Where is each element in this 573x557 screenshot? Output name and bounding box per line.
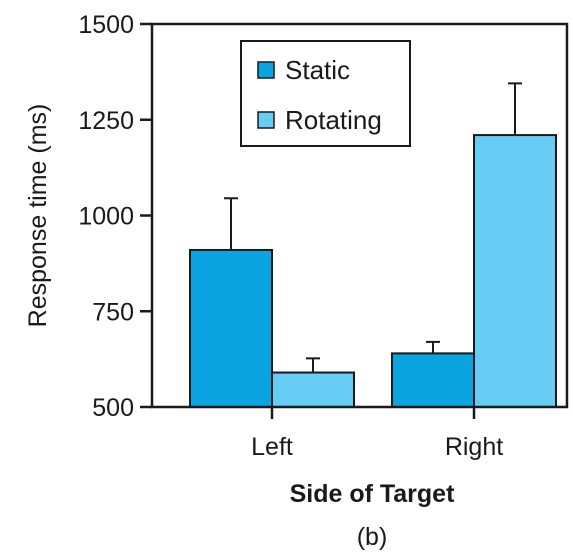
x-tick-label-right: Right bbox=[445, 433, 503, 461]
y-axis: 500 750 1000 1250 1500 bbox=[78, 11, 152, 422]
error-bars-layer bbox=[224, 82, 522, 373]
panel-label: (b) bbox=[357, 523, 388, 551]
bar-static-left bbox=[189, 248, 273, 408]
x-tick-label-left: Left bbox=[251, 433, 293, 461]
y-tick-label: 500 bbox=[92, 394, 134, 422]
bar-rotating-left bbox=[271, 371, 355, 408]
bars-layer bbox=[189, 134, 557, 409]
x-axis-title: Side of Target bbox=[290, 480, 456, 508]
legend-label-static: Static bbox=[285, 55, 350, 85]
y-axis-title: Response time (ms) bbox=[24, 104, 52, 328]
x-axis: Left Right bbox=[251, 407, 503, 461]
y-tick-label: 1000 bbox=[78, 203, 134, 231]
legend: Static Rotating bbox=[240, 40, 411, 147]
legend-box bbox=[240, 40, 411, 147]
legend-swatch-static bbox=[257, 61, 275, 79]
bar-rotating-right bbox=[473, 134, 557, 408]
y-tick-label: 750 bbox=[92, 298, 134, 326]
y-tick-label: 1500 bbox=[78, 11, 134, 39]
legend-swatch-rotating bbox=[257, 111, 275, 129]
bar-static-right bbox=[391, 352, 475, 409]
legend-label-rotating: Rotating bbox=[285, 105, 382, 135]
y-tick-label: 1250 bbox=[78, 107, 134, 135]
